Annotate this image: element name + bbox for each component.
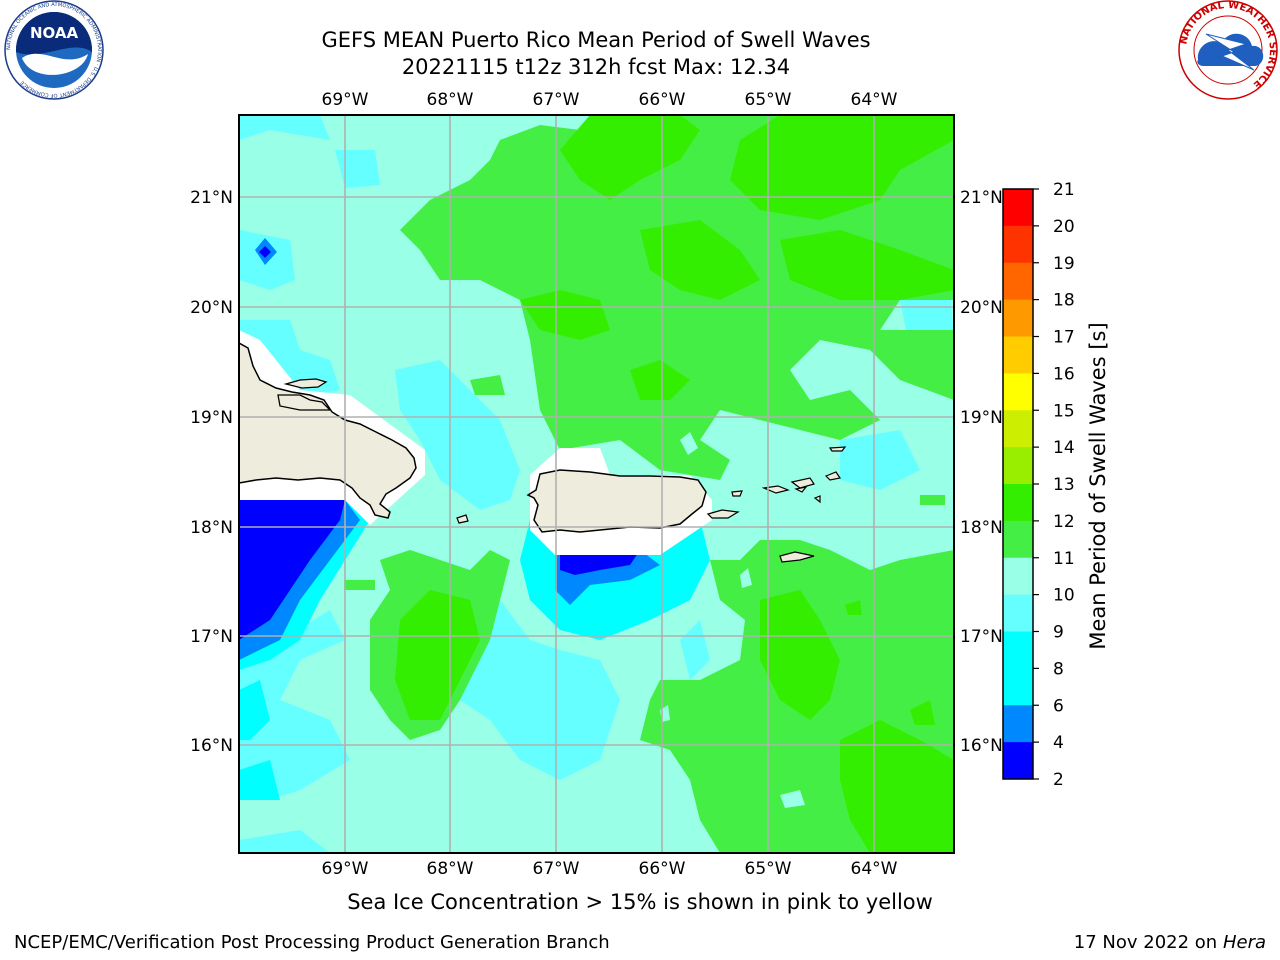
footer-credit: NCEP/EMC/Verification Post Processing Pr… xyxy=(14,932,610,953)
lat-labels-left: 21°N 20°N 19°N 18°N 17°N 16°N xyxy=(190,188,233,756)
lat-label: 18°N xyxy=(190,518,233,538)
lon-label: 66°W xyxy=(639,90,686,110)
lat-label: 21°N xyxy=(190,188,233,208)
chart-subtitle: 20221115 t12z 312h fcst Max: 12.34 xyxy=(401,55,791,79)
lon-label: 69°W xyxy=(322,90,369,110)
colorbar-swatch xyxy=(1003,262,1033,301)
puerto-rico-land xyxy=(526,469,707,533)
colorbar-tick-label: 10 xyxy=(1053,586,1075,606)
colorbar-swatch xyxy=(1003,557,1033,596)
lon-label: 64°W xyxy=(851,90,898,110)
lon-labels-top: 69°W 68°W 67°W 66°W 65°W 64°W xyxy=(322,90,898,110)
lon-label: 67°W xyxy=(533,859,580,879)
colorbar-swatch xyxy=(1003,705,1033,743)
colorbar-swatch xyxy=(1003,594,1033,632)
lon-labels-bottom: 69°W 68°W 67°W 66°W 65°W 64°W xyxy=(322,859,898,879)
lat-label: 19°N xyxy=(190,408,233,428)
colorbar-swatch xyxy=(1003,336,1033,374)
sea-ice-note: Sea Ice Concentration > 15% is shown in … xyxy=(347,890,933,914)
lon-label: 65°W xyxy=(745,90,792,110)
colorbar-tick-label: 8 xyxy=(1053,659,1064,679)
nws-logo-icon: NATIONAL WEATHER SERVICE xyxy=(1178,0,1278,100)
lon-label: 65°W xyxy=(745,859,792,879)
colorbar-tick-label: 16 xyxy=(1053,364,1075,384)
north-coast-detail xyxy=(277,394,332,411)
map-plot-area xyxy=(239,115,954,853)
lat-labels-right: 21°N 20°N 19°N 18°N 17°N 16°N xyxy=(960,188,1003,756)
colorbar-tick-label: 6 xyxy=(1053,696,1064,716)
colorbar-tick-label: 18 xyxy=(1053,291,1075,311)
colorbar-swatch xyxy=(1003,668,1033,706)
colorbar-swatch xyxy=(1003,299,1033,337)
colorbar-tick-label: 14 xyxy=(1053,438,1075,458)
lat-label: 18°N xyxy=(960,518,1003,538)
lon-label: 68°W xyxy=(427,859,474,879)
lat-label: 20°N xyxy=(190,298,233,318)
footer-date-text: 17 Nov 2022 on xyxy=(1073,932,1218,953)
chart-title: GEFS MEAN Puerto Rico Mean Period of Swe… xyxy=(321,28,871,52)
colorbar-tick-label: 4 xyxy=(1053,733,1064,753)
mona-island xyxy=(456,514,469,524)
lat-label: 17°N xyxy=(190,627,233,647)
svg-text:NOAA: NOAA xyxy=(30,24,79,42)
colorbar-swatch xyxy=(1003,447,1033,485)
lon-label: 68°W xyxy=(427,90,474,110)
lon-label: 66°W xyxy=(639,859,686,879)
tortuga-land xyxy=(283,378,328,389)
colorbar-swatch xyxy=(1003,373,1033,411)
footer-date: 17 Nov 2022 on Hera xyxy=(1074,932,1266,953)
colorbar-swatch xyxy=(1003,742,1033,780)
hispaniola-land xyxy=(239,342,417,519)
map-frame xyxy=(238,114,955,854)
colorbar-swatch xyxy=(1003,631,1033,669)
colorbar-swatch xyxy=(1003,225,1033,264)
lat-label: 16°N xyxy=(960,736,1003,756)
lat-label: 19°N xyxy=(960,408,1003,428)
colorbar-tick-label: 19 xyxy=(1053,254,1075,274)
colorbar-tick-label: 11 xyxy=(1053,549,1075,569)
lon-label: 67°W xyxy=(533,90,580,110)
colorbar-swatch xyxy=(1003,520,1033,559)
colorbar-tick-label: 13 xyxy=(1053,475,1075,495)
lon-label: 64°W xyxy=(851,859,898,879)
colorbar-label: Mean Period of Swell Waves [s] xyxy=(1086,322,1110,649)
colorbar-swatch xyxy=(1003,410,1033,448)
colorbar-tick-label: 12 xyxy=(1053,512,1075,532)
colorbar: 21 20 19 18 17 16 15 14 13 12 11 10 9 8 6 4 2 xyxy=(1002,180,1075,790)
contour-2-4 xyxy=(239,246,640,640)
lat-label: 16°N xyxy=(190,736,233,756)
colorbar-tick-label: 15 xyxy=(1053,401,1075,421)
colorbar-swatch xyxy=(1003,189,1033,227)
virgin-islands xyxy=(706,446,847,563)
colorbar-tick-label: 2 xyxy=(1053,770,1064,790)
colorbar-swatch xyxy=(1003,484,1033,522)
noaa-logo-icon: NOAA NATIONAL OCEANIC AND ATMOSPHERIC AD… xyxy=(4,0,104,100)
footer-host: Hera xyxy=(1222,932,1266,953)
lon-label: 69°W xyxy=(322,859,369,879)
contour-11-12 xyxy=(395,115,954,853)
colorbar-tick-label: 9 xyxy=(1053,623,1064,643)
map-gridlines xyxy=(239,115,954,853)
colorbar-tick-label: 21 xyxy=(1053,180,1075,200)
colorbar-tick-label: 20 xyxy=(1053,217,1075,237)
lat-label: 21°N xyxy=(960,188,1003,208)
colorbar-tick-label: 17 xyxy=(1053,328,1075,348)
lat-label: 17°N xyxy=(960,627,1003,647)
lat-label: 20°N xyxy=(960,298,1003,318)
